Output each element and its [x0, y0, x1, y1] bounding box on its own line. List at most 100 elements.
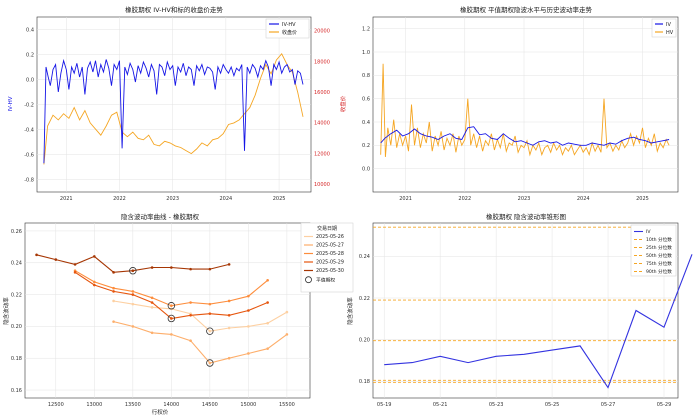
panel4-y-ticks: 0.18 0.20 0.22 0.24: [359, 254, 370, 385]
panel3-smile-point: [54, 258, 58, 261]
panel4-x-tick-label: 05-25: [545, 402, 560, 408]
panel3-smile-point: [266, 301, 269, 304]
panel3-smile-point: [170, 317, 173, 320]
panel4-y-tick-label: 0.22: [359, 296, 370, 302]
panel3-smile-point: [247, 294, 250, 298]
panel3-smile-point: [93, 283, 96, 287]
panel3-x-tick-label: 15500: [279, 402, 295, 408]
panel1-y2-tick-label: 18000: [314, 59, 330, 65]
panel4-legend-box: [630, 224, 677, 277]
panel3-y-tick-label: 0.18: [11, 356, 22, 362]
panel3-smile-point: [131, 269, 135, 273]
panel3-smile-point: [93, 255, 96, 258]
panel4-series: [373, 226, 693, 389]
panel3-smile-point: [266, 278, 269, 282]
panel3-title: 隐含波动率曲线 - 橡胶期权: [121, 212, 199, 221]
panel2-y-tick-label: 1.2: [362, 26, 370, 32]
panel3-grid: [25, 223, 310, 398]
panel4-legend-entry: IV: [646, 229, 651, 235]
panel3-smile-point: [266, 347, 269, 350]
panel3-plot-area: [24, 222, 311, 399]
panel-iv-hv-levels: 2021 2022 2023 2024 2025 0.0 0.2 0.4 0.6 0.8 1.0 1…: [362, 5, 679, 202]
panel3-smile-point: [189, 339, 192, 343]
panel3-smile-point: [112, 320, 115, 323]
panel2-plot-area: [372, 16, 679, 193]
panel1-ivhv-line: [43, 58, 304, 164]
panel3-smile-point: [189, 267, 192, 271]
panel3-legend-atm-swatch: [305, 276, 312, 284]
panel2-legend: IV HV: [651, 18, 677, 38]
panel1-series: [43, 52, 304, 165]
panel3-legend-entry: 2025-05-27: [316, 243, 344, 249]
panel3-y-tick-label: 0.22: [11, 292, 22, 298]
panel-iv-smile: 12500 13000 13500 14000 14500 15000 15500 0.16…: [2, 212, 354, 416]
panel4-plot-area: [372, 222, 679, 399]
panel4-legend-entry: 75th 分位数: [646, 260, 672, 267]
panel3-smile-point: [131, 302, 135, 306]
panel1-y-tick-label: 0.2: [26, 52, 34, 58]
panel4-x-tick-label: 05-19: [377, 402, 392, 408]
panel4-y-axis-label: 隐含波动率: [346, 297, 354, 325]
panel3-smile-point: [150, 301, 154, 304]
panel3-smile-point: [131, 290, 135, 293]
panel4-title: 橡胶期权 隐含波动率锥形图: [486, 212, 566, 221]
panel4-x-tick-label: 05-21: [433, 402, 448, 408]
panel2-y-tick-label: 1.0: [362, 50, 370, 56]
panel2-y-tick-label: 0.0: [362, 166, 370, 172]
panel1-y2-tick-label: 20000: [314, 29, 330, 35]
panel2-x-tick-label: 2022: [458, 196, 471, 202]
panel1-legend-ivhv: IV-HV: [282, 22, 296, 28]
panel3-smile-point: [208, 329, 212, 333]
panel3-smile-point: [112, 286, 115, 290]
panel3-smile-point: [150, 306, 154, 309]
panel3-x-tick-label: 13000: [86, 402, 102, 408]
panel3-atm-marker: [129, 267, 137, 275]
panel3-y-axis-label: 隐含波动率: [2, 297, 10, 325]
panel3-y-tick-label: 0.20: [11, 324, 22, 330]
panel4-legend-entry: 10th 分位数: [646, 236, 672, 243]
panel3-smile-point: [73, 263, 77, 266]
panel4-grid: [373, 223, 678, 398]
panel4-legend-entry: 90th 分位数: [646, 268, 672, 275]
panel1-x-tick-label: 2025: [273, 196, 286, 202]
panel1-y-tick-label: -0.8: [24, 177, 34, 183]
panel4-iv-line: [384, 254, 693, 389]
panel3-smile-point: [227, 356, 231, 360]
panel4-x-tick-label: 05-23: [489, 402, 504, 408]
panel3-legend-entry: 2025-05-29: [316, 260, 344, 266]
panel1-y-tick-label: 0.0: [26, 77, 34, 83]
panel1-legend: IV-HV 收盘价: [265, 18, 310, 39]
panel2-y-ticks: 0.0 0.2 0.4 0.6 0.8 1.0 1.2: [362, 26, 370, 172]
panel3-smile-point: [189, 301, 192, 304]
panel3-smile-point: [208, 267, 212, 271]
panel3-x-tick-label: 12500: [48, 402, 64, 408]
panel4-x-ticks: 05-19 05-21 05-23 05-25 05-27 05-29: [377, 402, 671, 408]
panel3-smile-point: [208, 302, 212, 306]
panel1-y2-tick-label: 10000: [314, 182, 330, 188]
panel4-legend-entry: 50th 分位数: [646, 252, 672, 259]
panel2-iv-line: [380, 126, 670, 146]
panel3-legend-atm: 平值期权: [316, 277, 335, 284]
panel3-legend-box: [300, 222, 354, 293]
panel3-smile-point: [285, 310, 289, 314]
panel3-smile-point: [112, 290, 115, 293]
panel3-smile-point: [227, 326, 231, 330]
panel3-legend-entry: 2025-05-28: [316, 251, 344, 257]
panel1-legend-close: 收盘价: [282, 29, 297, 36]
panel4-legend-entry: 25th 分位数: [646, 244, 672, 251]
panel1-y2-tick-label: 12000: [314, 151, 330, 157]
panel3-smile-point: [247, 309, 250, 312]
panel3-smile-line: [113, 321, 288, 364]
panel1-x-tick-label: 2024: [220, 196, 233, 202]
panel1-x-tick-label: 2022: [113, 196, 126, 202]
panel2-y-tick-label: 0.4: [362, 120, 370, 126]
panel1-title: 橡胶期权 IV-HV和标的收盘价走势: [125, 5, 223, 14]
panel3-atm-marker: [167, 314, 176, 323]
panel3-smile-point: [285, 333, 289, 336]
panel3-smile-point: [227, 313, 231, 317]
panel2-y-tick-label: 0.2: [362, 143, 370, 149]
panel3-y-tick-label: 0.26: [11, 229, 22, 235]
panel3-legend-entry: 2025-05-30: [316, 268, 344, 274]
